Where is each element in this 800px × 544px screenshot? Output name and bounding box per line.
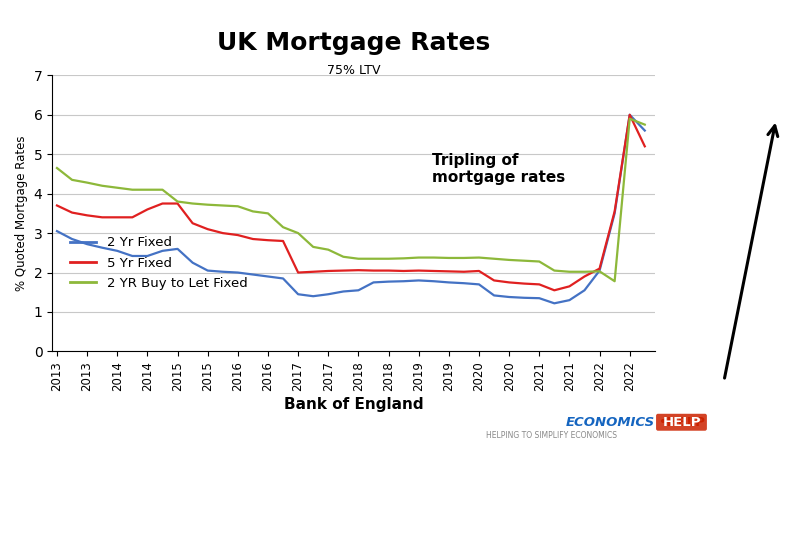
Text: Tripling of
mortgage rates: Tripling of mortgage rates: [432, 153, 566, 185]
X-axis label: Bank of England: Bank of England: [284, 397, 423, 412]
Text: HELP: HELP: [662, 416, 701, 429]
Text: HELPING TO SIMPLIFY ECONOMICS: HELPING TO SIMPLIFY ECONOMICS: [486, 431, 618, 440]
Text: 75% LTV: 75% LTV: [327, 64, 380, 77]
Y-axis label: % Quoted Mortgage Rates: % Quoted Mortgage Rates: [15, 135, 28, 291]
Title: UK Mortgage Rates: UK Mortgage Rates: [217, 32, 490, 55]
Text: ECONOMICS: ECONOMICS: [566, 416, 655, 429]
Text: •HELP: •HELP: [658, 416, 705, 429]
Legend: 2 Yr Fixed, 5 Yr Fixed, 2 YR Buy to Let Fixed: 2 Yr Fixed, 5 Yr Fixed, 2 YR Buy to Let …: [65, 231, 253, 295]
